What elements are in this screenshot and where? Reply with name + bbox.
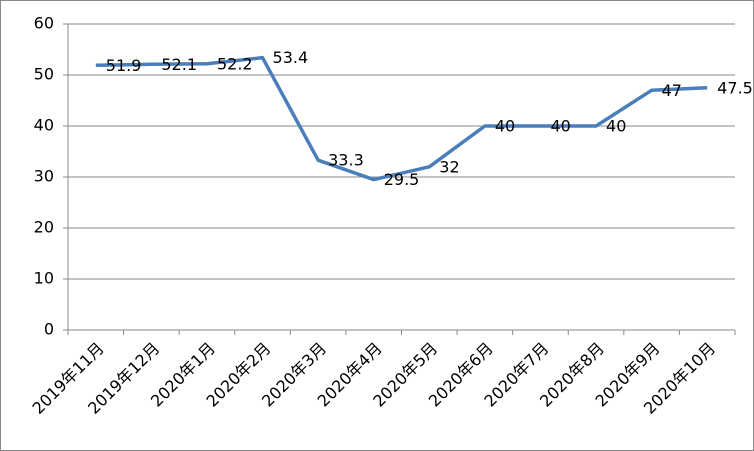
data-label: 40 <box>550 117 570 136</box>
y-tick-label: 40 <box>34 116 54 135</box>
data-label: 40 <box>495 117 515 136</box>
y-tick-label: 60 <box>34 14 54 33</box>
data-label: 29.5 <box>384 170 420 189</box>
data-label: 52.1 <box>161 55 197 74</box>
data-label: 33.3 <box>328 151 364 170</box>
data-label: 51.9 <box>106 56 142 75</box>
y-tick-label: 50 <box>34 65 54 84</box>
data-label: 47 <box>662 81 682 100</box>
data-label: 52.2 <box>217 54 253 73</box>
y-tick-label: 20 <box>34 218 54 237</box>
data-line <box>95 55 708 182</box>
y-tick-label: 30 <box>34 167 54 186</box>
data-label: 53.4 <box>273 48 309 67</box>
data-label: 47.5 <box>717 78 753 97</box>
y-tick-label: 0 <box>44 320 54 339</box>
data-label: 32 <box>439 157 459 176</box>
data-label: 40 <box>606 117 626 136</box>
y-tick-label: 10 <box>34 269 54 288</box>
